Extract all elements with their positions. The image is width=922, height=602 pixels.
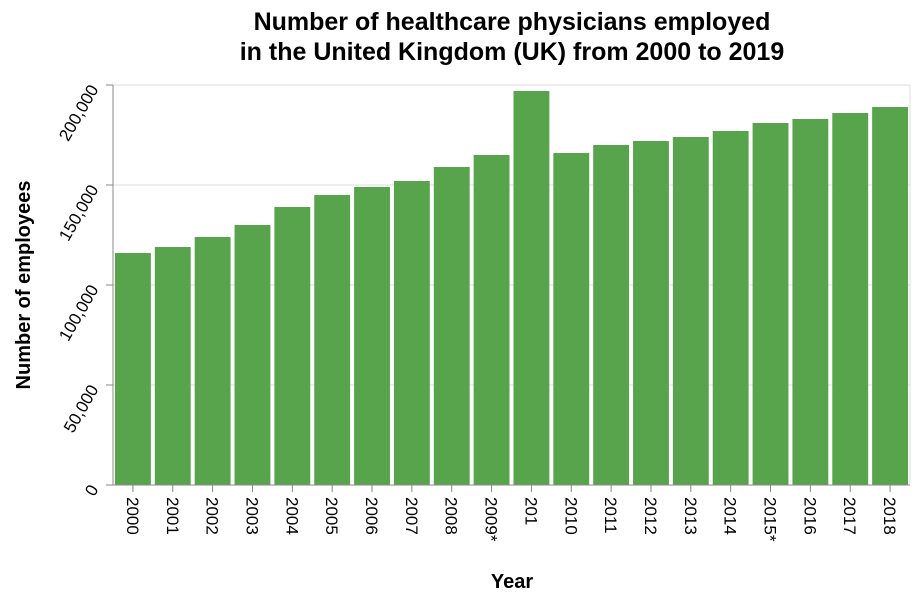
x-axis-title: Year	[491, 571, 533, 593]
x-tick-label: 2007	[402, 497, 421, 535]
bar	[314, 195, 351, 485]
y-tick-label: 200,000	[55, 82, 102, 145]
x-tick-label: 201	[521, 497, 540, 525]
bar	[752, 123, 789, 485]
x-tick-label: 2016	[800, 497, 819, 535]
bar	[354, 187, 390, 485]
x-tick-label: 2008	[442, 497, 461, 535]
y-axis-title: Number of employees	[13, 181, 35, 390]
bar	[872, 107, 909, 485]
x-tick-label: 2013	[681, 497, 700, 535]
gridlines	[113, 84, 911, 486]
y-tick-label: 100,000	[55, 282, 102, 345]
y-tick-label: 50,000	[60, 382, 102, 437]
bars	[114, 91, 909, 485]
x-tick-label: 2018	[880, 497, 899, 535]
bar	[832, 113, 869, 485]
bar	[154, 247, 191, 485]
x-tick-label: 2000	[123, 497, 142, 535]
bar	[513, 91, 550, 485]
bar	[194, 237, 231, 485]
x-tick-label: 2002	[203, 497, 222, 535]
x-tick-label: 2009*	[482, 497, 501, 542]
x-tick-label: 2015*	[761, 497, 780, 542]
x-tick-label: 2014	[721, 497, 740, 535]
y-tick-label: 150,000	[55, 182, 102, 245]
x-tick-label: 2004	[282, 497, 301, 535]
bar	[633, 141, 669, 485]
bar	[393, 181, 430, 485]
x-tick-label: 2011	[601, 497, 620, 534]
x-tick-label: 2017	[840, 497, 859, 535]
x-tick-label: 2012	[641, 497, 660, 535]
bar	[712, 131, 749, 485]
bar	[473, 155, 510, 485]
x-tick-label: 2010	[561, 497, 580, 535]
bar	[114, 253, 151, 485]
bar	[792, 119, 829, 485]
x-tick-label: 2006	[362, 497, 381, 535]
chart-title-line-2: in the United Kingdom (UK) from 2000 to …	[240, 38, 785, 66]
chart-title-line-1: Number of healthcare physicians employed	[254, 8, 771, 36]
y-tick-label: 0	[81, 482, 102, 500]
bar	[593, 145, 630, 485]
bar	[274, 207, 311, 485]
bar	[672, 137, 709, 485]
bar	[553, 153, 590, 485]
bar	[234, 225, 271, 485]
bar	[433, 167, 470, 485]
x-tick-label: 2003	[242, 497, 261, 535]
x-tick-label: 2001	[163, 497, 182, 535]
x-tick-label: 2005	[322, 497, 341, 535]
